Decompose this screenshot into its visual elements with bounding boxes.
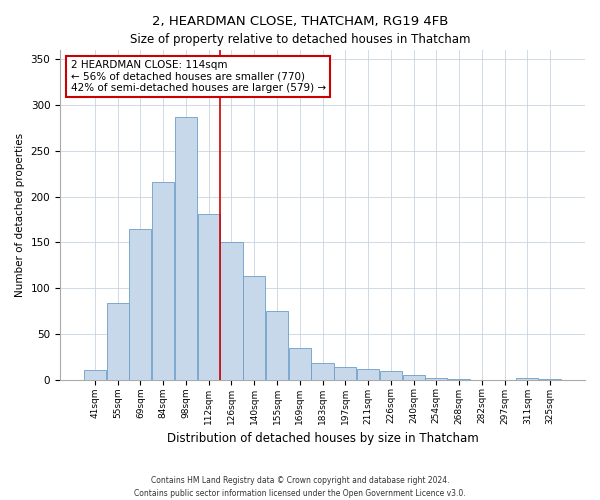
Bar: [175, 117, 197, 380]
X-axis label: Distribution of detached houses by size in Thatcham: Distribution of detached houses by size …: [167, 432, 478, 445]
Bar: [539, 378, 561, 380]
Bar: [266, 311, 288, 380]
Bar: [289, 348, 311, 380]
Bar: [152, 182, 174, 380]
Text: 2, HEARDMAN CLOSE, THATCHAM, RG19 4FB: 2, HEARDMAN CLOSE, THATCHAM, RG19 4FB: [152, 15, 448, 28]
Bar: [311, 363, 334, 380]
Bar: [84, 370, 106, 380]
Text: Size of property relative to detached houses in Thatcham: Size of property relative to detached ho…: [130, 32, 470, 46]
Bar: [107, 302, 129, 380]
Bar: [448, 378, 470, 380]
Bar: [220, 242, 242, 380]
Bar: [130, 230, 151, 380]
Bar: [357, 368, 379, 380]
Bar: [517, 378, 538, 380]
Bar: [380, 372, 402, 380]
Text: Contains HM Land Registry data © Crown copyright and database right 2024.
Contai: Contains HM Land Registry data © Crown c…: [134, 476, 466, 498]
Y-axis label: Number of detached properties: Number of detached properties: [15, 133, 25, 297]
Bar: [334, 367, 356, 380]
Bar: [425, 378, 448, 380]
Bar: [197, 214, 220, 380]
Bar: [403, 375, 425, 380]
Text: 2 HEARDMAN CLOSE: 114sqm
← 56% of detached houses are smaller (770)
42% of semi-: 2 HEARDMAN CLOSE: 114sqm ← 56% of detach…: [71, 60, 326, 93]
Bar: [243, 276, 265, 380]
